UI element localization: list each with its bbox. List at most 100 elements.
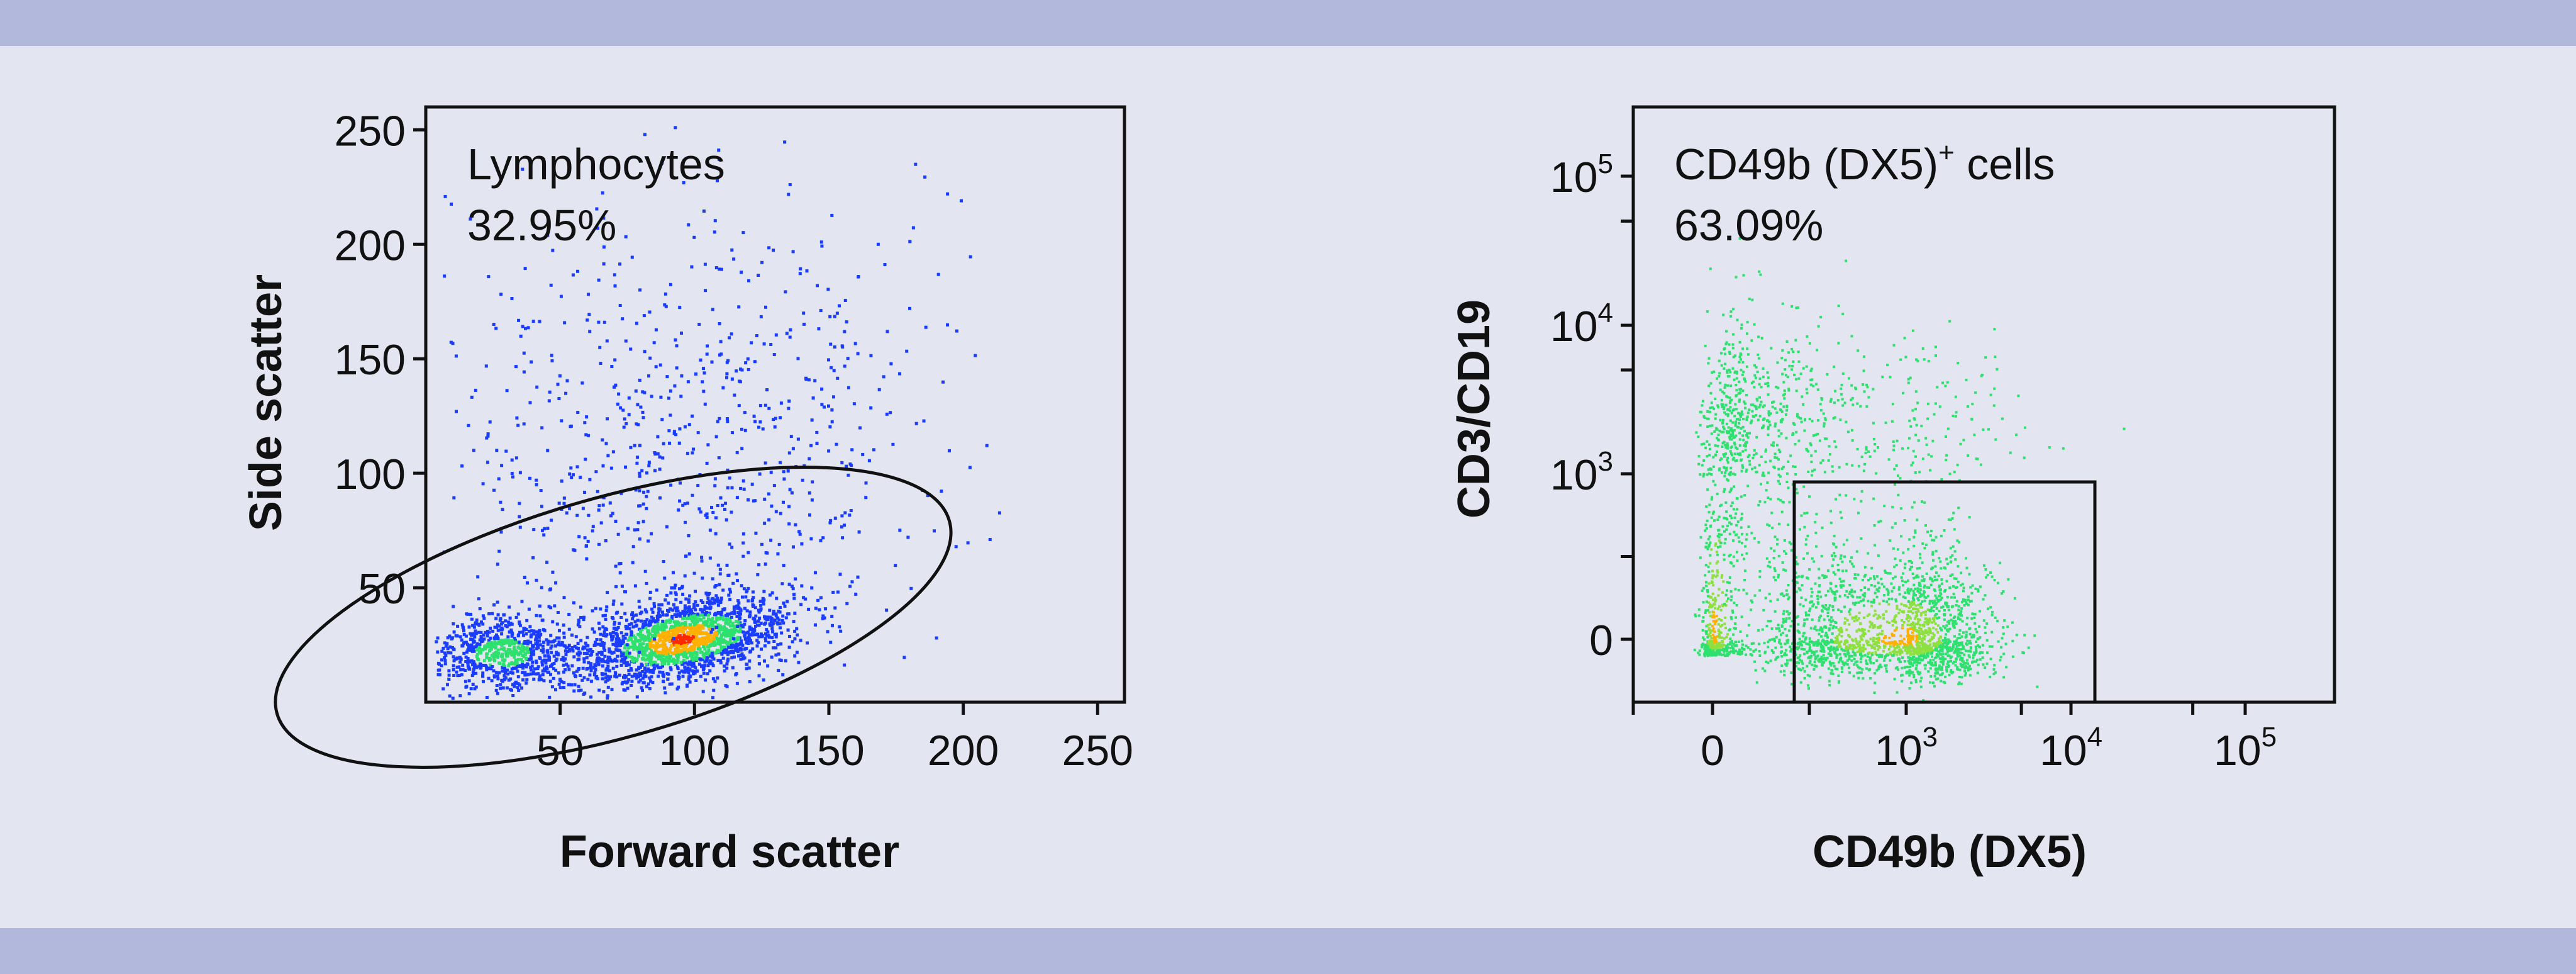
scatter-point: [1913, 501, 1916, 504]
scatter-point: [792, 596, 796, 600]
scatter-point: [1951, 671, 1955, 674]
scatter-point: [1936, 624, 1940, 627]
scatter-point: [1946, 620, 1949, 624]
scatter-point: [674, 591, 677, 595]
scatter-point: [613, 620, 616, 624]
scatter-point: [1915, 574, 1918, 578]
scatter-point: [687, 552, 691, 556]
scatter-point: [840, 514, 844, 518]
scatter-point: [543, 667, 546, 671]
scatter-point: [511, 475, 514, 479]
scatter-point: [1819, 642, 1823, 646]
scatter-point: [1911, 602, 1913, 604]
scatter-point: [1940, 578, 1943, 581]
scatter-point: [691, 612, 695, 616]
scatter-point: [1941, 639, 1945, 642]
scatter-point: [1807, 656, 1810, 659]
scatter-point: [1829, 664, 1833, 667]
scatter-point: [737, 648, 741, 652]
scatter-point: [1855, 664, 1858, 667]
scatter-point: [613, 622, 616, 626]
scatter-point: [677, 627, 680, 630]
scatter-point: [1907, 579, 1909, 582]
scatter-point: [694, 372, 697, 376]
scatter-point: [596, 656, 599, 660]
scatter-point: [2007, 578, 2010, 581]
scatter-point: [1813, 627, 1816, 630]
scatter-point: [624, 644, 628, 647]
scatter-point: [1941, 652, 1945, 656]
scatter-point: [847, 473, 850, 477]
scatter-point: [763, 563, 767, 566]
scatter-point: [744, 637, 748, 641]
scatter-point: [631, 545, 635, 549]
scatter-point: [692, 605, 696, 608]
scatter-point: [647, 374, 650, 378]
scatter-point: [663, 576, 667, 580]
scatter-point: [550, 354, 553, 357]
scatter-point: [1971, 584, 1974, 587]
scatter-point: [718, 267, 721, 271]
scatter-point: [636, 632, 640, 636]
scatter-point: [588, 478, 592, 481]
scatter-point: [1901, 641, 1904, 644]
scatter-point: [838, 304, 841, 308]
scatter-point: [1853, 663, 1856, 666]
scatter-point: [1817, 591, 1820, 593]
scatter-point: [1845, 569, 1848, 573]
scatter-point: [648, 596, 652, 600]
scatter-point: [1862, 604, 1865, 607]
scatter-point: [521, 646, 525, 649]
scatter-point: [675, 665, 679, 669]
scatter-point: [675, 638, 679, 642]
scatter-point: [523, 653, 527, 657]
scatter-point: [669, 668, 673, 671]
scatter-point: [819, 309, 823, 313]
scatter-point: [1877, 520, 1880, 523]
scatter-point: [706, 613, 709, 617]
scatter-point: [2000, 592, 2003, 595]
scatter-point: [683, 612, 687, 616]
scatter-point: [523, 267, 527, 271]
scatter-point: [1907, 547, 1910, 551]
scatter-point: [751, 590, 755, 594]
lymphocyte-gate-ellipse: [274, 466, 953, 769]
scatter-point: [797, 530, 801, 534]
scatter-point: [682, 655, 686, 659]
scatter-point: [730, 332, 733, 336]
scatter-point: [602, 630, 606, 634]
scatter-point: [683, 502, 687, 506]
scatter-point: [600, 651, 604, 654]
scatter-point: [629, 445, 633, 449]
scatter-point: [661, 630, 665, 634]
scatter-point: [2002, 652, 2006, 656]
scatter-point: [599, 607, 602, 611]
scatter-point: [695, 658, 699, 661]
scatter-point: [718, 627, 721, 630]
scatter-point: [525, 678, 529, 681]
scatter-point: [640, 646, 643, 649]
scatter-point: [467, 423, 470, 427]
scatter-point: [443, 662, 447, 666]
scatter-point: [497, 477, 501, 481]
scatter-point: [1865, 662, 1868, 665]
scatter-point: [1925, 632, 1928, 635]
scatter-point: [642, 490, 646, 494]
scatter-point: [1882, 613, 1885, 617]
scatter-point: [726, 420, 730, 423]
scatter-point: [1779, 642, 1782, 646]
scatter-point: [526, 639, 530, 643]
scatter-point: [826, 288, 830, 291]
scatter-point: [466, 612, 470, 616]
scatter-point: [551, 249, 555, 252]
scatter-point: [1773, 637, 1776, 641]
scatter-point: [673, 586, 677, 590]
scatter-point: [669, 647, 672, 651]
scatter-point: [582, 615, 586, 619]
scatter-point: [663, 635, 667, 639]
scatter-point: [1783, 550, 1785, 553]
scatter-point: [696, 620, 699, 624]
scatter-point: [606, 668, 610, 671]
scatter-point: [729, 624, 732, 628]
scatter-point: [516, 664, 520, 668]
